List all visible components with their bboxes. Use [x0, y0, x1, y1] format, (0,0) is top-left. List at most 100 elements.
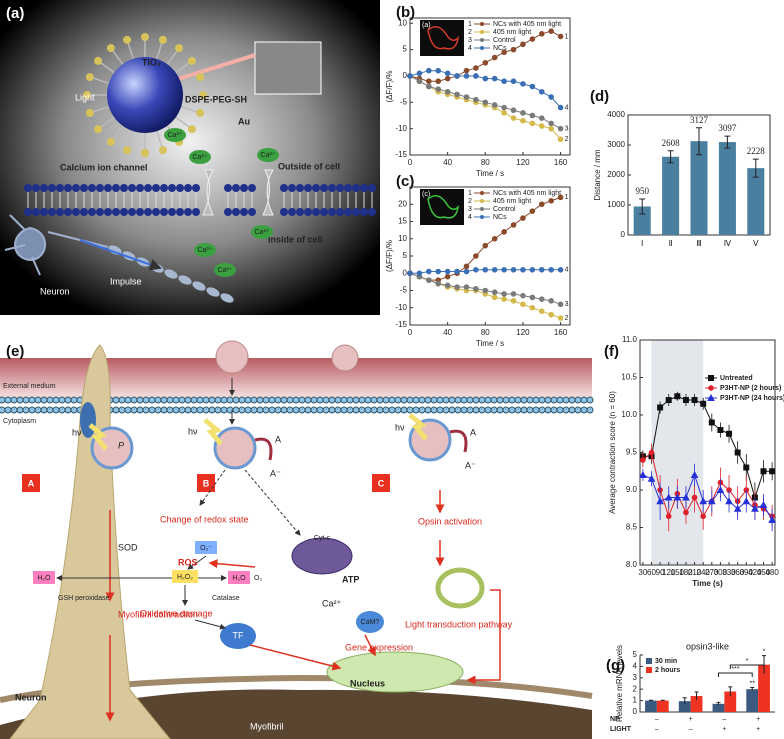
point: [538, 296, 545, 302]
lipid-head: [160, 184, 168, 192]
label: H₂O₂: [177, 574, 193, 581]
lipid-head: [280, 208, 288, 216]
y-tick-label: 1: [633, 696, 638, 705]
row-cell: +: [756, 716, 760, 723]
label: Oxidative damage: [140, 608, 213, 618]
y-tick-label: 10.5: [621, 373, 637, 382]
label: C: [378, 478, 385, 488]
point: [473, 285, 479, 292]
lipid-head: [568, 406, 576, 414]
arrows: [56, 378, 301, 630]
point: [557, 125, 564, 132]
lipid-head: [358, 396, 366, 404]
x-tick-label: Ⅴ: [753, 239, 759, 248]
lipid-head: [34, 396, 42, 404]
impulse-arrow: [79, 239, 162, 271]
point: [501, 78, 507, 85]
legend-label: 405 nm light: [493, 29, 531, 36]
lipid-head: [232, 184, 240, 192]
x-tick-label: 150: [671, 568, 685, 577]
lipid-head: [0, 396, 6, 404]
lipid-head: [538, 396, 546, 404]
x-axis-label: Time / s: [476, 339, 504, 348]
point: [548, 125, 554, 132]
point: [548, 298, 554, 304]
lipid-head: [52, 396, 60, 404]
lipid-head: [250, 406, 258, 414]
bar: [724, 691, 737, 712]
point: [520, 41, 526, 48]
point: [538, 201, 545, 208]
point: [674, 393, 681, 400]
x-tick-label: 120: [516, 158, 530, 167]
y-tick-label: 11.0: [622, 335, 638, 344]
legend-label: NCs: [493, 45, 507, 52]
lipid-head: [292, 406, 300, 414]
legend-number: 4: [468, 214, 472, 221]
lipid-head: [118, 406, 126, 414]
series-line: [642, 451, 773, 518]
point: [699, 497, 708, 505]
legend-marker: [708, 375, 714, 381]
lipid-head: [262, 406, 270, 414]
lipid-head: [400, 406, 408, 414]
bar: [712, 703, 725, 712]
point: [510, 115, 517, 121]
lipid-head: [368, 184, 376, 192]
lipid-head: [118, 396, 126, 404]
legend-label: 2 hours: [655, 667, 680, 674]
error-bar: [750, 686, 755, 691]
lipid-head: [214, 406, 222, 414]
point: [656, 497, 664, 505]
label: Ca²⁺: [168, 132, 183, 139]
nanoparticle: [213, 426, 257, 470]
lipid-head: [190, 396, 198, 404]
x-tick-label: 90: [656, 568, 665, 577]
legend-marker: [707, 393, 715, 401]
point: [426, 67, 432, 74]
row-cell: –: [722, 716, 726, 723]
lipid-head: [142, 396, 150, 404]
bar: [690, 141, 708, 235]
legend-marker: [480, 191, 484, 195]
lipid-head: [466, 396, 474, 404]
calcium-ion: [251, 225, 273, 239]
lipid-head: [220, 396, 228, 404]
lipid-head: [128, 208, 136, 216]
point: [529, 267, 536, 273]
x-tick-label: 0: [408, 328, 413, 337]
point: [640, 457, 646, 463]
value-label: 950: [635, 186, 649, 196]
point: [510, 298, 517, 304]
lipid-head: [490, 396, 498, 404]
lipid-head: [328, 406, 336, 414]
legend-label: Control: [493, 206, 516, 213]
x-tick-label: Ⅱ: [669, 239, 673, 248]
label: Ca²⁺: [255, 229, 270, 236]
lipid-head: [56, 184, 64, 192]
myelin: [192, 281, 206, 291]
lipid-head: [454, 406, 462, 414]
gold-bead: [106, 137, 115, 146]
point: [664, 493, 673, 501]
row-cell: –: [689, 726, 693, 733]
calcium-ion: [194, 243, 216, 257]
point: [482, 75, 489, 82]
lipid-head: [88, 208, 96, 216]
lipid-head: [40, 208, 48, 216]
lipid-head: [316, 406, 324, 414]
label: TF: [233, 630, 244, 640]
point: [491, 102, 498, 108]
point: [482, 59, 489, 66]
row-cell: +: [756, 726, 760, 733]
point: [733, 504, 742, 512]
lipid-head: [382, 406, 390, 414]
lipid-head: [586, 406, 594, 414]
lipid-head: [96, 208, 104, 216]
lipid-head: [112, 396, 120, 404]
x-tick-label: Ⅰ: [641, 239, 643, 248]
arrows: [105, 490, 501, 722]
lipid-head: [304, 396, 312, 404]
lipid-head: [412, 406, 420, 414]
y-tick-label: 3000: [607, 140, 625, 149]
